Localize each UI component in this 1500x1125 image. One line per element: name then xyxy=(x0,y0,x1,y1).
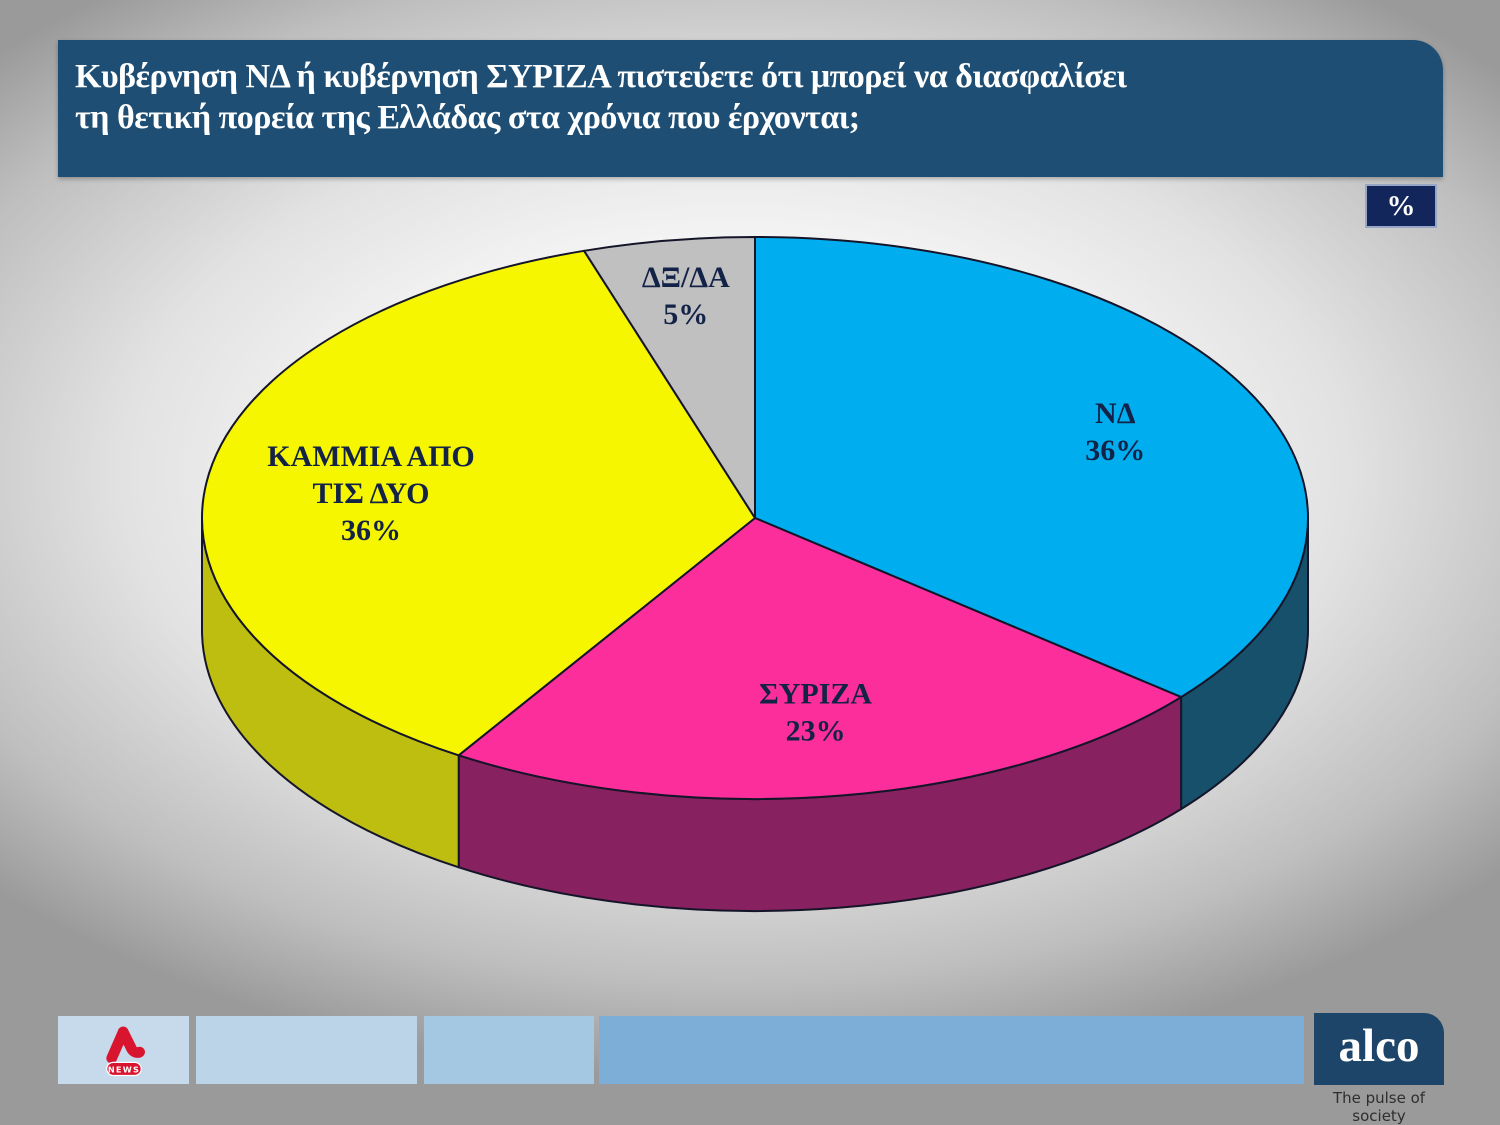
pie-slice-0-label-line1: 36% xyxy=(1085,434,1145,467)
pie-slice-0-top xyxy=(754,236,1309,699)
alpha-news-pill xyxy=(105,1061,142,1077)
alco-tagline: The pulse of society xyxy=(1332,1089,1426,1125)
footer-box-3 xyxy=(424,1016,594,1084)
pie-slice-2-top xyxy=(201,249,756,757)
pie-slice-2-label-line0: ΚΑΜΜΙΑ ΑΠΟ xyxy=(267,440,475,473)
pie-slice-2-label-line2: 36% xyxy=(341,514,401,547)
pie-slice-0-label-line0: ΝΔ xyxy=(1095,397,1136,430)
question-title-line1: Κυβέρνηση ΝΔ ή κυβέρνηση ΣΥΡΙΖΑ πιστεύετ… xyxy=(75,58,1127,95)
pie-slice-3-top xyxy=(583,236,756,519)
question-title-line2: τη θετική πορεία της Ελλάδας στα χρόνια … xyxy=(75,99,860,136)
pie-slice-1-label-line1: 23% xyxy=(786,714,846,747)
pie-slice-2-label-line1: ΤΙΣ ΔΥΟ xyxy=(313,477,430,510)
alpha-news-logo: NEWS xyxy=(105,1026,145,1077)
question-title-box: Κυβέρνηση ΝΔ ή κυβέρνηση ΣΥΡΙΖΑ πιστεύετ… xyxy=(58,40,1443,177)
footer-box-alpha-news: NEWS xyxy=(58,1016,189,1084)
pie-slice-3-label-line0: ΔΞ/ΔΑ xyxy=(642,261,730,294)
footer-box-4 xyxy=(599,1016,1304,1084)
alco-logo-box: alco xyxy=(1314,1013,1444,1085)
alpha-news-label: NEWS xyxy=(107,1064,139,1074)
pie-slice-3-label-line1: 5% xyxy=(663,298,708,331)
alco-logo-text: alco xyxy=(1338,1019,1420,1072)
pie-slice-1-label-line0: ΣΥΡΙΖΑ xyxy=(759,677,872,710)
percent-unit-badge: % xyxy=(1365,184,1437,228)
pie-slice-1-top xyxy=(457,517,1183,801)
footer-box-2 xyxy=(196,1016,417,1084)
alpha-logo-right-stroke xyxy=(117,1026,145,1058)
